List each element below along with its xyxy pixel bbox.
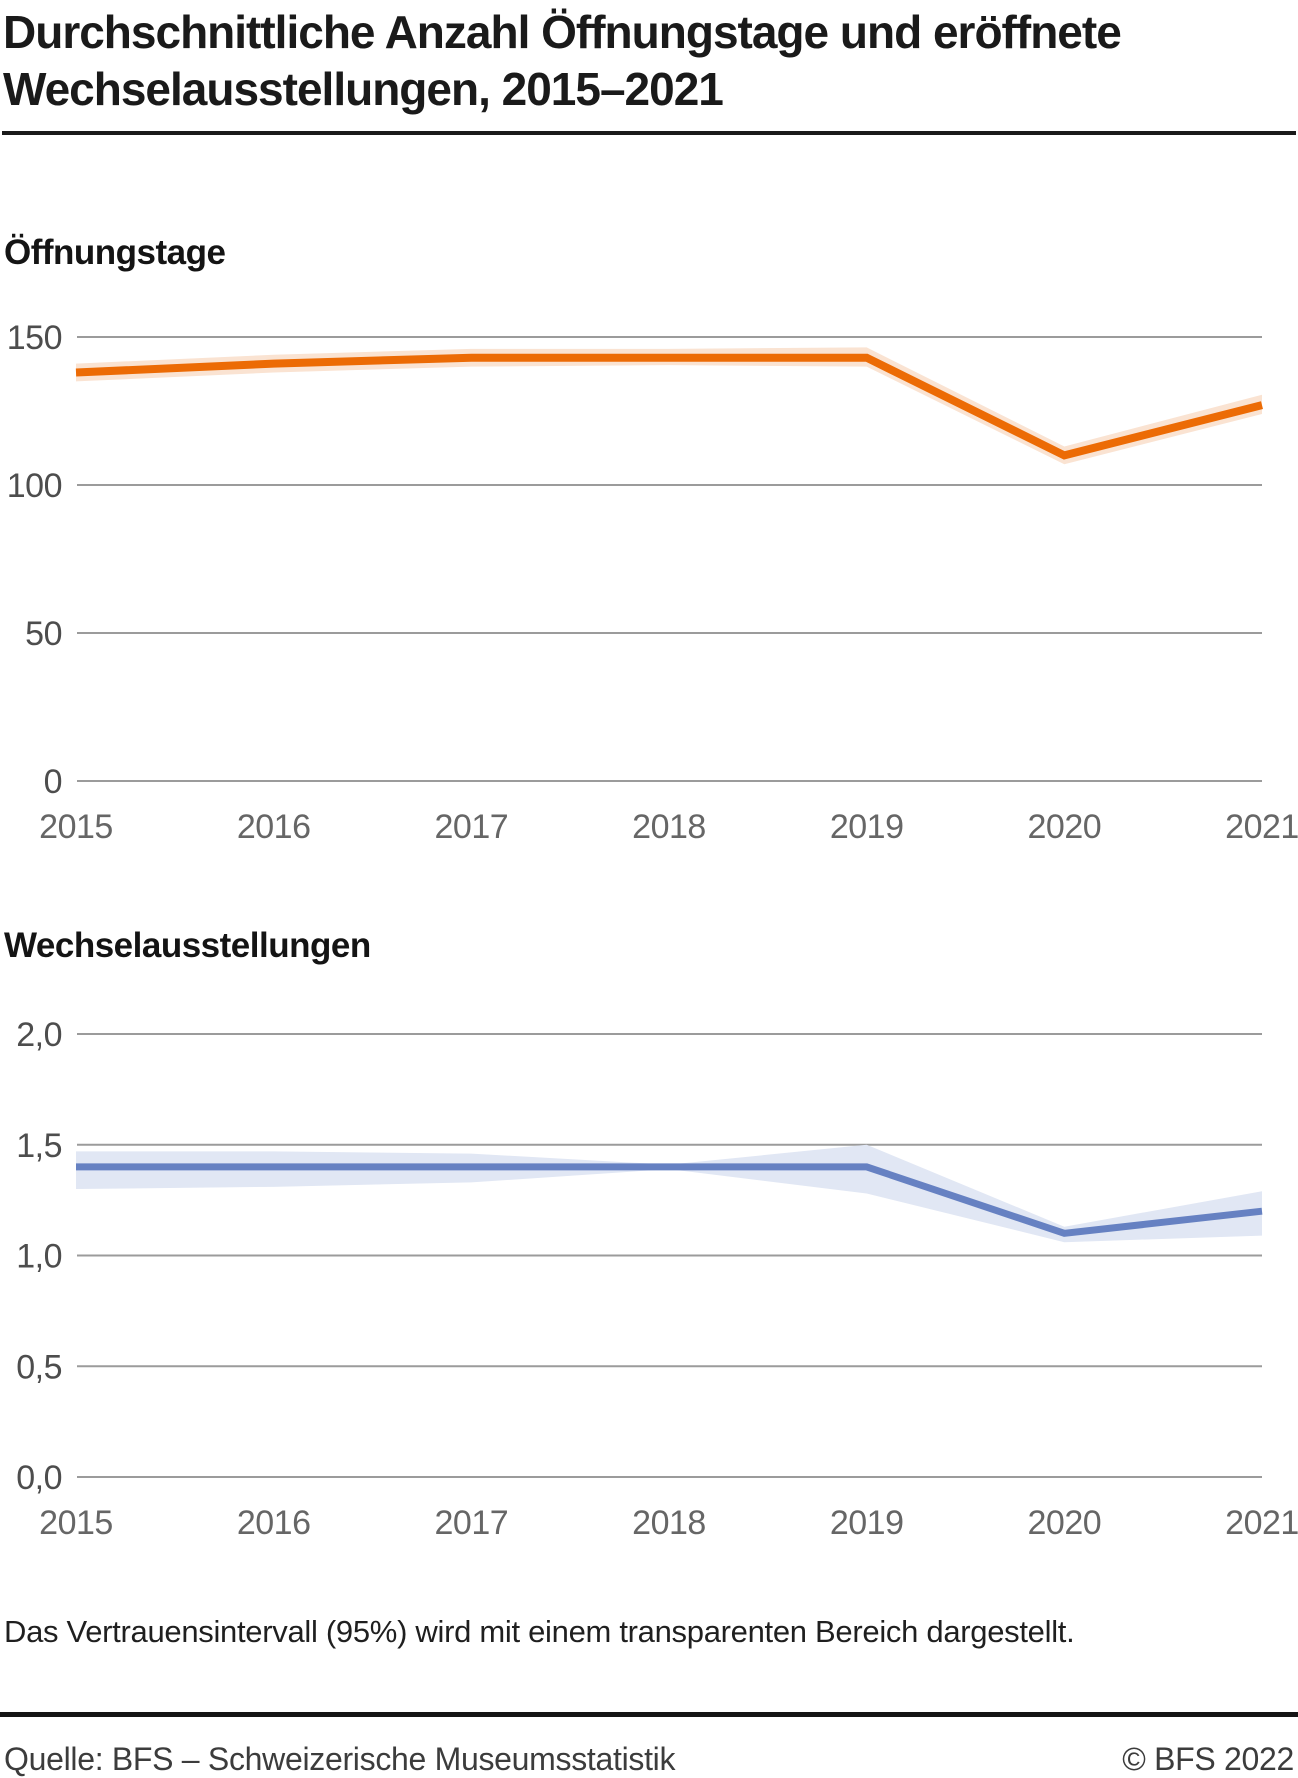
footer: Quelle: BFS – Schweizerische Museumsstat…	[4, 1741, 1294, 1778]
y-tick-label: 2,0	[16, 1016, 62, 1054]
copyright-text: © BFS 2022	[1122, 1741, 1294, 1777]
x-tick-label: 2018	[632, 1504, 706, 1542]
x-tick-label: 2019	[830, 808, 904, 846]
source-text: Quelle: BFS – Schweizerische Museumsstat…	[4, 1741, 676, 1777]
x-tick-label: 2017	[435, 808, 509, 846]
chart-wechselausstellungen: 0,0 0,5 1,0 1,5 2,0 2015 2016 2017 2018 2019 2020 2…	[16, 1016, 1298, 1542]
y-tick-label: 100	[7, 467, 62, 505]
x-tick-label: 2021	[1225, 808, 1298, 846]
series-line	[76, 1163, 1263, 1237]
x-tick-label: 2017	[435, 1504, 509, 1542]
confidence-band	[76, 1144, 1262, 1243]
x-tick-label: 2015	[39, 1504, 113, 1542]
page-title-line-1: Durchschnittliche Anzahl Öffnungstage un…	[3, 6, 1122, 58]
title-divider	[2, 131, 1296, 135]
confidence-band	[76, 347, 1262, 465]
chart-title-oeffnungstage: Öffnungstage	[4, 233, 226, 272]
footer-divider	[0, 1712, 1298, 1717]
x-tick-label: 2016	[237, 1504, 311, 1542]
y-tick-label: 150	[7, 319, 62, 357]
y-tick-label: 0	[44, 763, 62, 801]
series-line	[75, 353, 1263, 460]
x-tick-label: 2021	[1225, 1504, 1298, 1542]
x-tick-label: 2015	[39, 808, 113, 846]
chart-title-wechselausstellungen: Wechselausstellungen	[4, 926, 371, 965]
x-tick-label: 2020	[1028, 808, 1102, 846]
x-tick-label: 2019	[830, 1504, 904, 1542]
x-tick-label: 2016	[237, 808, 311, 846]
page-title: Durchschnittliche Anzahl Öffnungstage un…	[3, 4, 1295, 118]
y-tick-label: 1,0	[16, 1238, 62, 1276]
confidence-interval-note: Das Vertrauensintervall (95%) wird mit e…	[4, 1614, 1075, 1649]
y-tick-label: 0,0	[16, 1459, 62, 1497]
x-tick-label: 2020	[1028, 1504, 1102, 1542]
x-tick-label: 2018	[632, 808, 706, 846]
y-tick-label: 50	[25, 615, 62, 653]
chart-oeffnungstage: 0 50 100 150 2015 2016 2017 2018 2019 2020 2021	[7, 319, 1298, 846]
y-tick-label: 1,5	[16, 1127, 62, 1165]
page-title-line-2: Wechselausstellungen, 2015–2021	[3, 63, 724, 115]
y-tick-label: 0,5	[16, 1348, 62, 1386]
